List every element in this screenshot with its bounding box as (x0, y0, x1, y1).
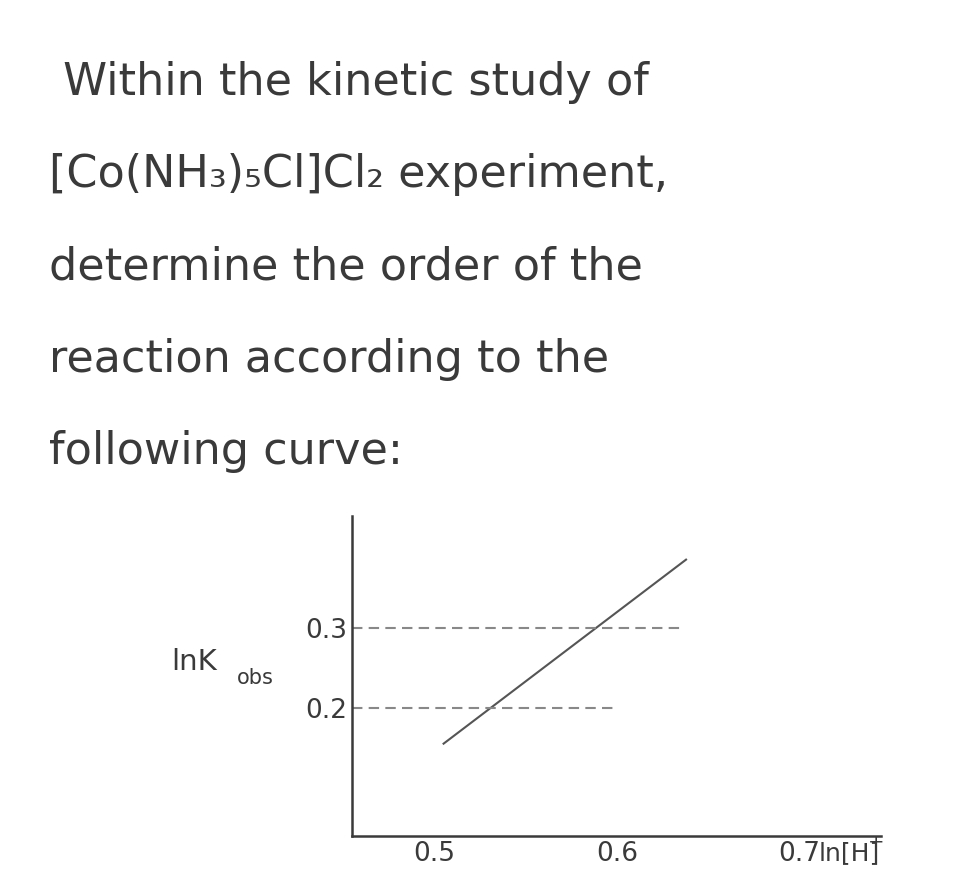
Text: obs: obs (237, 669, 274, 688)
Text: Within the kinetic study of: Within the kinetic study of (49, 60, 648, 104)
Text: ln[H]: ln[H] (818, 841, 879, 865)
Text: [Co(NH₃)₅Cl]Cl₂ experiment,: [Co(NH₃)₅Cl]Cl₂ experiment, (49, 153, 667, 196)
Text: reaction according to the: reaction according to the (49, 338, 608, 381)
Text: +: + (867, 833, 883, 852)
Text: following curve:: following curve: (49, 430, 403, 474)
Text: lnK: lnK (171, 648, 217, 677)
Text: determine the order of the: determine the order of the (49, 245, 643, 289)
